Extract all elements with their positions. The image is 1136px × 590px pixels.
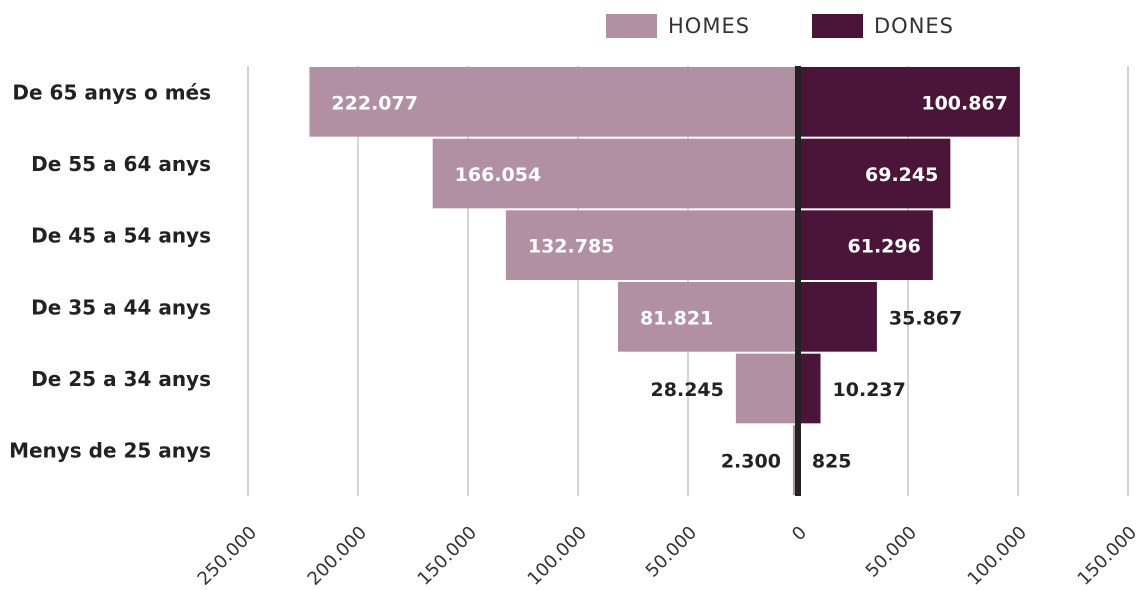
- data-label: 100.867: [921, 92, 1008, 114]
- x-tick-label: 50.000: [642, 522, 701, 581]
- category-label: De 55 a 64 anys: [31, 152, 211, 176]
- data-label: 222.077: [331, 92, 418, 114]
- x-tick-label: 100.000: [524, 522, 591, 589]
- data-label: 69.245: [865, 164, 938, 186]
- bar: [735, 353, 798, 424]
- bar: [798, 210, 933, 280]
- data-label: 2.300: [721, 451, 781, 473]
- bar: [798, 67, 1020, 137]
- bar: [309, 67, 798, 137]
- bar: [798, 353, 821, 424]
- x-tick-label: 250.000: [194, 522, 261, 589]
- data-label: 132.785: [528, 236, 615, 258]
- legend-swatch: [812, 14, 863, 38]
- category-label: Menys de 25 anys: [9, 439, 211, 463]
- bar: [432, 138, 798, 209]
- category-label: De 35 a 44 anys: [31, 295, 211, 319]
- x-tick-label: 200.000: [304, 522, 371, 589]
- x-tick-label: 0: [788, 522, 811, 545]
- x-tick-label: 100.000: [964, 522, 1031, 589]
- bar: [617, 282, 798, 352]
- legend-label: DONES: [874, 14, 954, 38]
- legend-swatch: [606, 14, 657, 38]
- data-label: 61.296: [848, 236, 921, 258]
- data-label: 35.867: [889, 307, 962, 329]
- x-tick-label: 50.000: [862, 522, 921, 581]
- bar: [505, 210, 798, 280]
- data-label: 28.245: [651, 379, 724, 401]
- category-label: De 65 anys o més: [12, 80, 211, 104]
- data-label: 825: [812, 451, 852, 473]
- category-label: De 25 a 34 anys: [31, 367, 211, 391]
- bar: [798, 138, 951, 209]
- x-tick-label: 150.000: [1074, 522, 1136, 589]
- x-tick-label: 150.000: [414, 522, 481, 589]
- data-label: 81.821: [640, 307, 713, 329]
- category-label: De 45 a 54 anys: [31, 224, 211, 248]
- bar: [798, 282, 877, 352]
- legend-label: HOMES: [668, 14, 750, 38]
- data-label: 10.237: [833, 379, 906, 401]
- data-label: 166.054: [455, 164, 542, 186]
